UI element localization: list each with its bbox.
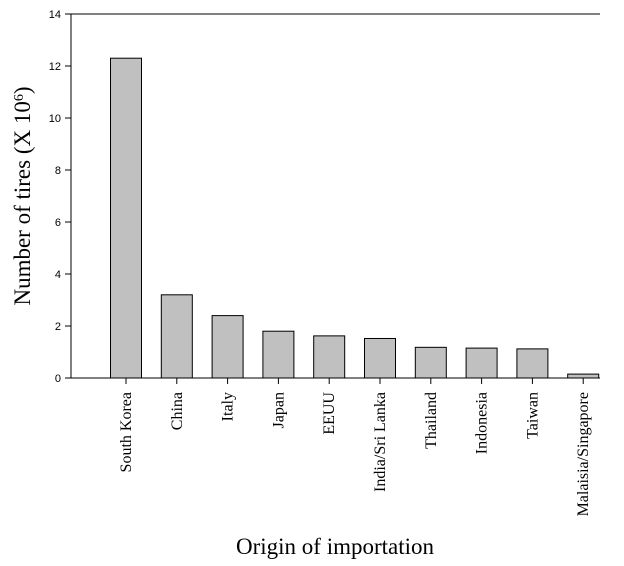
bar-china xyxy=(160,294,193,379)
x-tick-label: Malaisia/Singapore xyxy=(575,392,592,516)
x-tick-label: EEUU xyxy=(321,392,338,435)
y-tick-label: 4 xyxy=(55,269,61,281)
x-tick-label: Italy xyxy=(220,392,237,421)
y-axis-title-close: ) xyxy=(10,86,35,94)
y-tick-label: 6 xyxy=(55,217,61,229)
x-ticks: South Korea China Italy Japan EEUU India/Sri … xyxy=(118,378,592,516)
bar-taiwan xyxy=(516,348,549,379)
y-axis-title-main: Number of tires (X 10 xyxy=(10,101,35,305)
bar-eeuu xyxy=(313,335,346,379)
x-tick-label: Indonesia xyxy=(474,392,491,454)
x-tick-label: Thailand xyxy=(423,392,440,449)
y-axis-title: Number of tires (X 106) xyxy=(10,86,35,305)
y-tick-label: 8 xyxy=(55,165,61,177)
x-tick-label: South Korea xyxy=(118,392,135,472)
bar-malaisia-singapore xyxy=(567,373,600,379)
bar-indonesia xyxy=(465,347,498,379)
bar-india-sri-lanka xyxy=(364,337,396,379)
y-tick-label: 12 xyxy=(49,61,61,73)
y-tick-label: 14 xyxy=(49,9,61,21)
axes xyxy=(70,13,600,379)
x-axis-title: Origin of importation xyxy=(236,534,435,559)
y-tick-label: 10 xyxy=(49,113,61,125)
bar-south-korea xyxy=(110,57,142,379)
y-tick-label: 2 xyxy=(55,321,61,333)
bars xyxy=(110,57,600,379)
y-axis-title-exponent: 6 xyxy=(12,94,27,101)
x-tick-label: India/Sri Lanka xyxy=(372,392,389,492)
bar-japan xyxy=(262,330,295,379)
x-tick-label: Japan xyxy=(270,392,287,428)
bar-italy xyxy=(211,315,244,379)
x-tick-label: China xyxy=(169,392,186,430)
y-ticks: 0 2 4 6 8 10 12 14 xyxy=(49,9,71,385)
y-tick-label: 0 xyxy=(55,373,61,385)
x-tick-label: Taiwan xyxy=(524,392,541,439)
bar-thailand xyxy=(414,346,447,379)
